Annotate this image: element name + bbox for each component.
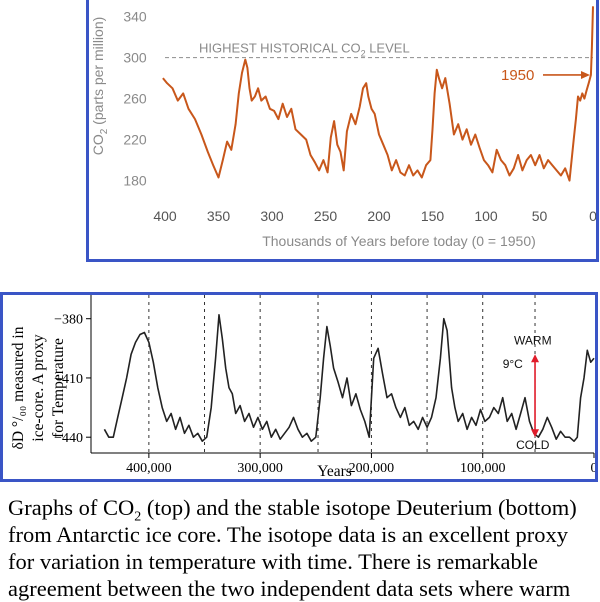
deuterium-x-tick-label: 0	[591, 461, 596, 476]
deuterium-x-tick-label: 300,000	[237, 461, 283, 476]
highest-historical-co2-label: HIGHEST HISTORICAL CO2 LEVEL	[199, 41, 410, 59]
caption-line-4: agreement between the two independent da…	[8, 576, 571, 601]
caption-line-1: Graphs of CO2 (top) and the stable isoto…	[8, 495, 577, 525]
deuterium-series-line	[103, 313, 595, 442]
deuterium-x-tick-label: 400,000	[126, 461, 172, 476]
co2-x-tick-label: 350	[207, 208, 231, 224]
deuterium-y-tick-label: −380	[54, 313, 83, 328]
deuterium-y-label-line-3: for Temperature	[50, 338, 67, 438]
deuterium-y-label-line-1: δD °/₀₀ measured in	[10, 326, 27, 449]
co2-x-axis-label: Thousands of Years before today (0 = 195…	[262, 233, 536, 249]
nine-degrees-label: 9°C	[503, 357, 523, 371]
co2-chart-panel: 340 300 260 220 180 400 350 300 250 200 150 100 50 0…	[86, 0, 599, 262]
deuterium-y-tick-label: −410	[54, 372, 83, 387]
co2-chart: 340 300 260 220 180 400 350 300 250 200 150 100 50 0…	[90, 6, 596, 249]
co2-y-tick-label: 300	[123, 50, 147, 66]
co2-y-tick-label: 220	[123, 132, 147, 148]
co2-x-tick-label: 150	[421, 208, 445, 224]
co2-x-tick-label: 250	[314, 208, 338, 224]
co2-x-tick-label: 50	[532, 208, 548, 224]
deuterium-chart: −380 −410 −440 400,000 300,000 200,000 100,00…	[10, 295, 596, 479]
deuterium-chart-panel: −380 −410 −440 400,000 300,000 200,000 100,00…	[0, 292, 598, 482]
annotation-1950: 1950	[501, 67, 534, 84]
deuterium-x-tick-label: 100,000	[460, 461, 506, 476]
temperature-range-arrowhead-bottom	[531, 429, 540, 438]
co2-series-line	[162, 6, 594, 182]
deuterium-x-tick-label: 200,000	[349, 461, 395, 476]
co2-x-tick-label: 0	[589, 208, 596, 224]
deuterium-y-tick-label: −440	[54, 431, 83, 446]
co2-y-tick-label: 260	[123, 91, 147, 107]
co2-x-tick-label: 200	[367, 208, 391, 224]
co2-y-axis-label: CO2 (parts per million)	[90, 17, 110, 156]
deuterium-y-axis-label: δD °/₀₀ measured in ice-core. A proxy fo…	[10, 326, 67, 449]
deuterium-x-axis-label: Years	[317, 463, 352, 479]
co2-x-tick-label: 100	[474, 208, 498, 224]
figure-caption: Graphs of CO2 (top) and the stable isoto…	[8, 494, 598, 602]
cold-label: COLD	[516, 438, 550, 452]
co2-y-tick-label: 340	[123, 9, 147, 25]
co2-y-tick-label: 180	[123, 173, 147, 189]
annotation-1950-arrowhead	[581, 70, 590, 79]
warm-label: WARM	[514, 333, 552, 347]
co2-x-tick-label: 300	[260, 208, 284, 224]
co2-x-tick-label: 400	[153, 208, 177, 224]
caption-line-2: from Antarctic ice core. The isotope dat…	[8, 522, 568, 547]
caption-line-3: for variation in temperature with time. …	[8, 549, 539, 574]
temperature-range-arrowhead-top	[531, 354, 540, 363]
deuterium-y-label-line-2: ice-core. A proxy	[30, 334, 47, 441]
